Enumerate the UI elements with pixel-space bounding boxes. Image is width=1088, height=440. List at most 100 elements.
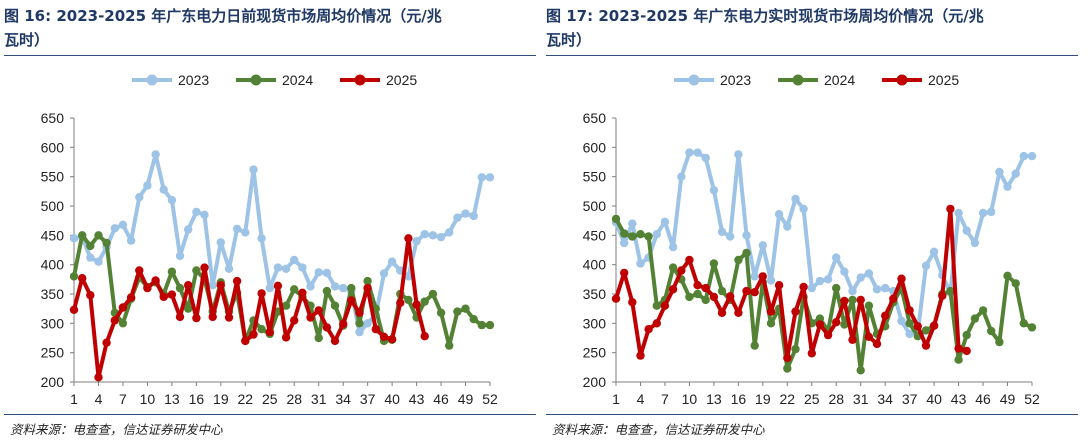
x-tick-label: 28 xyxy=(828,391,844,407)
y-tick-label: 500 xyxy=(583,198,607,214)
data-point xyxy=(856,366,865,375)
data-point xyxy=(192,266,201,275)
data-point xyxy=(685,148,694,157)
data-point xyxy=(823,275,833,284)
data-point xyxy=(742,286,751,296)
chart-title: 图 17: 2023-2025 年广东电力实时现货市场周均价情况（元/兆 瓦时） xyxy=(546,4,1078,52)
data-point xyxy=(709,292,719,302)
data-point xyxy=(628,219,637,228)
data-point xyxy=(693,281,702,290)
data-point xyxy=(864,332,874,341)
legend-item: 2024 xyxy=(236,72,313,88)
data-point xyxy=(1011,169,1020,178)
x-tick-label: 43 xyxy=(409,391,425,407)
data-point xyxy=(151,276,160,285)
chart-title: 图 16: 2023-2025 年广东电力日前现货市场周均价情况（元/兆 瓦时） xyxy=(4,4,536,52)
title-divider xyxy=(546,55,1078,56)
y-tick-label: 600 xyxy=(41,139,65,155)
data-point xyxy=(750,341,759,350)
data-point xyxy=(379,332,389,341)
data-point xyxy=(86,291,95,300)
data-point xyxy=(102,338,111,347)
data-point xyxy=(453,307,462,316)
data-point xyxy=(660,301,670,310)
x-tick-label: 49 xyxy=(1000,391,1016,407)
data-point xyxy=(306,282,315,291)
x-tick-label: 25 xyxy=(804,391,820,407)
x-tick-label: 31 xyxy=(311,391,327,407)
x-tick-label: 37 xyxy=(360,391,376,407)
data-point xyxy=(652,301,661,310)
data-point xyxy=(404,234,413,243)
data-point xyxy=(905,329,914,339)
x-tick-label: 37 xyxy=(902,391,918,407)
x-tick-label: 1 xyxy=(612,391,620,407)
data-point xyxy=(339,283,348,293)
y-tick-label: 650 xyxy=(41,110,65,126)
legend-item: 2023 xyxy=(132,72,209,88)
data-point xyxy=(290,285,299,294)
data-point xyxy=(889,294,898,303)
data-point xyxy=(363,283,372,293)
data-point xyxy=(355,327,364,337)
data-point xyxy=(913,322,922,331)
data-point xyxy=(791,307,800,316)
data-point xyxy=(620,238,629,248)
x-tick-label: 31 xyxy=(853,391,869,407)
data-point xyxy=(428,231,438,240)
legend-swatch-marker xyxy=(250,74,262,86)
series-2023 xyxy=(611,148,1037,339)
data-point xyxy=(273,263,283,272)
data-point xyxy=(962,330,971,340)
data-point xyxy=(184,304,193,313)
y-tick-label: 450 xyxy=(41,227,65,243)
source-divider xyxy=(4,414,536,415)
data-point xyxy=(322,323,332,332)
x-tick-label: 19 xyxy=(755,391,771,407)
data-point xyxy=(290,255,299,265)
legend-item: 2025 xyxy=(882,72,959,88)
data-point xyxy=(167,290,177,299)
data-point xyxy=(159,292,168,302)
data-point xyxy=(363,319,372,328)
data-point xyxy=(717,286,727,296)
data-point xyxy=(693,289,702,299)
data-point xyxy=(192,207,201,217)
data-point xyxy=(135,266,144,275)
data-point xyxy=(330,301,340,310)
data-point xyxy=(897,316,906,326)
data-point xyxy=(856,295,865,305)
x-tick-label: 4 xyxy=(637,391,645,407)
y-tick-label: 400 xyxy=(41,257,65,273)
y-tick-label: 250 xyxy=(41,345,65,361)
data-point xyxy=(978,208,988,218)
data-point xyxy=(126,293,136,302)
x-tick-label: 19 xyxy=(213,391,229,407)
data-point xyxy=(1011,279,1020,288)
data-point xyxy=(962,346,971,356)
data-point xyxy=(970,314,980,323)
data-point xyxy=(69,272,79,281)
data-point xyxy=(995,167,1004,177)
data-point xyxy=(265,283,274,293)
data-point xyxy=(249,330,258,339)
data-point xyxy=(102,238,111,248)
data-point xyxy=(445,228,454,237)
y-tick-label: 350 xyxy=(583,286,607,302)
data-point xyxy=(224,313,234,322)
x-tick-label: 1 xyxy=(70,391,78,407)
data-point xyxy=(135,193,144,202)
data-point xyxy=(807,283,816,293)
data-point xyxy=(143,181,152,190)
data-point xyxy=(485,173,495,182)
data-point xyxy=(897,274,906,283)
source-note: 资料来源：电查查，信达证券研发中心 xyxy=(10,422,223,437)
data-point xyxy=(420,230,429,239)
legend-label: 2023 xyxy=(720,72,751,88)
x-tick-label: 46 xyxy=(433,391,449,407)
data-point xyxy=(151,150,160,159)
y-tick-label: 300 xyxy=(583,315,607,331)
data-point xyxy=(355,319,364,328)
data-point xyxy=(1019,151,1028,161)
data-point xyxy=(175,251,185,261)
